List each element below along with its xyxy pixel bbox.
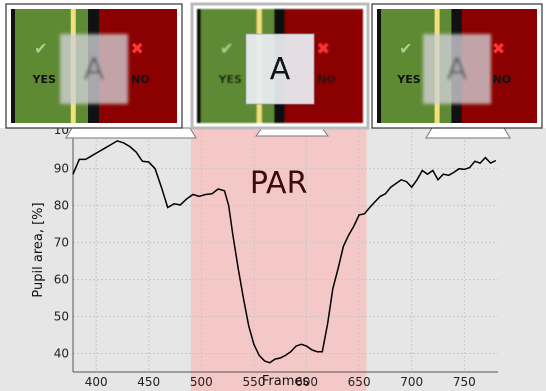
x-tick-label-3: 550	[242, 375, 265, 389]
no-label: NO	[493, 73, 512, 86]
x-tick-label-7: 750	[453, 375, 476, 389]
y-tick-label-2: 60	[54, 273, 69, 287]
thumbnail-3: ✔ ✖ YES NO A	[371, 3, 543, 139]
cross-icon: ✖	[130, 39, 143, 58]
letter-card	[245, 33, 315, 105]
yes-label: YES	[217, 73, 241, 86]
yes-label: YES	[396, 73, 420, 86]
yes-label: YES	[31, 73, 55, 86]
par-region-label: PAR	[250, 166, 308, 201]
par-highlight-region	[190, 128, 367, 391]
x-tick-label-2: 500	[190, 375, 213, 389]
monitor-stand	[65, 127, 197, 139]
stimulus-thumbnails: ✔ ✖ YES NO A ✔ ✖ YES NO A ✔ ✖ YES NO A	[5, 2, 543, 139]
grid-lines	[72, 128, 498, 373]
y-tick-label-3: 70	[54, 236, 69, 250]
stimulus-letter: A	[270, 52, 291, 87]
thumbnail-2: ✔ ✖ YES NO A	[190, 2, 370, 137]
letter-card	[423, 34, 491, 104]
stimulus-letter: A	[84, 52, 105, 87]
x-tick-label-4: 600	[295, 375, 318, 389]
check-icon: ✔	[399, 39, 412, 58]
check-icon: ✔	[34, 39, 47, 58]
cross-icon: ✖	[316, 39, 329, 58]
y-tick-label-0: 40	[54, 347, 69, 361]
y-axis-label: Pupil area, [%]	[31, 202, 46, 297]
monitor-stand	[425, 127, 511, 139]
no-label: NO	[317, 73, 336, 86]
x-tick-label-5: 650	[348, 375, 371, 389]
y-tick-label-4: 80	[54, 199, 69, 213]
cross-icon: ✖	[492, 39, 505, 58]
x-tick-label-6: 700	[400, 375, 423, 389]
x-tick-label-0: 400	[85, 375, 108, 389]
y-tick-label-1: 50	[54, 310, 69, 324]
x-tick-label-1: 450	[137, 375, 160, 389]
thumbnail-1: ✔ ✖ YES NO A	[5, 3, 197, 139]
x-axis-label: Frames	[262, 374, 310, 389]
letter-card	[60, 34, 128, 104]
no-label: NO	[131, 73, 150, 86]
y-tick-label-5: 90	[54, 162, 69, 176]
stimulus-letter: A	[447, 52, 468, 87]
check-icon: ✔	[220, 39, 233, 58]
pupil-area-line	[72, 140, 497, 364]
